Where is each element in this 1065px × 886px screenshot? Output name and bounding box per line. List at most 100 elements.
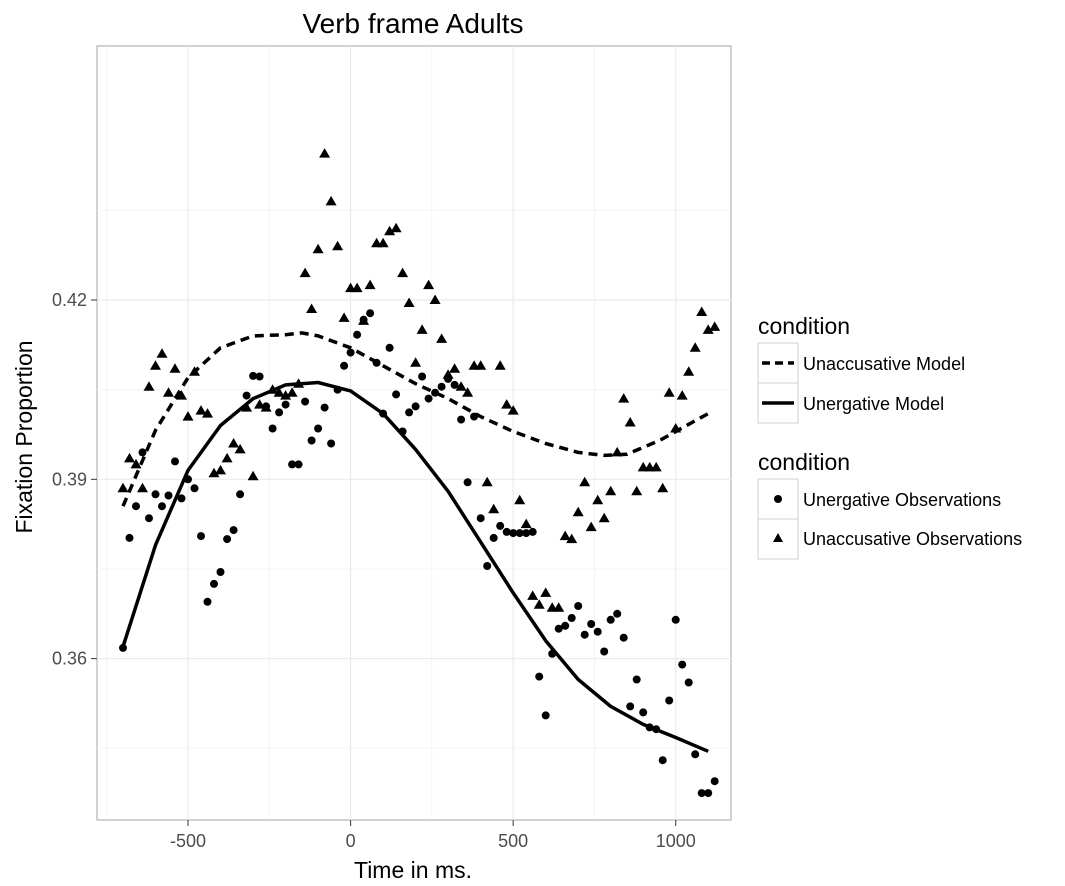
unaccusative-observation-point	[254, 399, 266, 409]
unergative-observation-point	[639, 708, 648, 717]
unergative-observation-point	[236, 490, 245, 499]
unaccusative-observation-point	[631, 485, 643, 496]
legend-title: condition	[758, 313, 850, 339]
unaccusative-observation-point	[234, 443, 246, 454]
legend-observations: condition Unergative Observations Unaccu…	[757, 449, 1022, 560]
unaccusative-observation-point	[514, 494, 526, 505]
unergative-observation-point	[600, 647, 609, 656]
unergative-observation-point	[697, 789, 706, 798]
unergative-observation-point	[476, 514, 485, 523]
unaccusative-observation-point	[455, 381, 467, 391]
unergative-observation-point	[294, 460, 303, 469]
legend-key-circle-icon	[774, 495, 782, 503]
unaccusative-observation-point	[540, 587, 552, 597]
unaccusative-observation-point	[403, 297, 415, 307]
unaccusative-observation-point	[520, 518, 532, 529]
unergative-observation-point	[125, 533, 134, 542]
unaccusative-observation-point	[689, 342, 701, 352]
unaccusative-observation-point	[130, 458, 142, 469]
x-axis-title: Time in ms.	[354, 857, 472, 883]
unaccusative-observation-point	[299, 267, 311, 278]
unaccusative-observation-point	[351, 282, 363, 293]
unergative-observation-point	[216, 568, 225, 576]
unergative-observation-point	[203, 597, 212, 606]
unergative-observation-point	[158, 502, 166, 511]
unaccusative-observation-point	[605, 485, 617, 496]
unaccusative-observation-point	[481, 476, 493, 487]
unergative-observation-point	[613, 609, 622, 618]
unaccusative-observation-point	[247, 470, 259, 481]
unergative-observation-point	[470, 412, 479, 421]
unergative-observation-point	[548, 649, 557, 658]
unaccusative-observation-point	[663, 387, 675, 397]
unergative-observation-point	[151, 490, 160, 499]
unaccusative-observation-point	[650, 461, 662, 472]
unergative-observation-point	[606, 615, 615, 624]
unaccusative-observation-point	[195, 405, 207, 415]
unaccusative-observation-point	[384, 225, 396, 236]
unaccusative-observation-point	[559, 530, 571, 541]
unaccusative-observation-point	[143, 381, 155, 391]
unergative-observation-point	[229, 526, 238, 535]
unergative-observation-point	[587, 620, 596, 628]
unergative-observation-point	[483, 562, 492, 570]
unaccusative-observation-point	[189, 366, 200, 376]
unergative-observation-point	[424, 394, 433, 403]
unergative-model-line	[121, 380, 709, 753]
x-tick-label: 0	[346, 831, 356, 851]
unaccusative-observation-point	[293, 378, 305, 388]
unaccusative-observation-point	[572, 506, 584, 517]
unaccusative-observation-point	[670, 423, 682, 433]
unergative-observation-point	[541, 711, 550, 720]
unaccusative-observation-point	[494, 360, 506, 370]
unergative-observation-point	[164, 491, 173, 500]
unergative-observation-point	[626, 702, 635, 711]
legend-label: Unaccusative Observations	[803, 529, 1022, 549]
y-tick-label: 0.42	[52, 290, 87, 310]
unaccusative-observation-point	[429, 294, 441, 304]
unaccusative-observation-point	[657, 482, 669, 493]
chart-title: Verb frame Adults	[302, 8, 523, 39]
unaccusative-observation-point	[598, 512, 610, 523]
unaccusative-observation-point	[202, 408, 213, 418]
unergative-observation-point	[314, 424, 323, 433]
unergative-observation-point	[119, 643, 127, 652]
plot-panel	[96, 45, 732, 821]
unergative-observation-point	[431, 388, 440, 397]
unergative-observation-point	[554, 624, 563, 633]
unaccusative-observation-point	[325, 195, 337, 206]
legend-key-box	[757, 518, 799, 560]
unaccusative-observation-point	[312, 243, 324, 254]
unaccusative-observation-point	[156, 348, 168, 358]
unaccusative-observation-point	[286, 387, 298, 397]
legend-label: Unergative Observations	[803, 490, 1001, 510]
unaccusative-observation-point	[124, 452, 135, 463]
grid	[97, 46, 731, 820]
unergative-observation-point	[535, 672, 544, 681]
unaccusative-observation-point	[709, 321, 721, 331]
unergative-observation-point	[619, 633, 628, 642]
unergative-observation-point	[171, 457, 179, 466]
unergative-observation-point	[307, 436, 316, 445]
unergative-observation-point	[372, 358, 381, 367]
unergative-observation-point	[327, 439, 336, 448]
unaccusative-observation-point	[241, 402, 253, 412]
unergative-observation-point	[580, 630, 589, 639]
unergative-observation-point	[710, 777, 719, 786]
legend-label: Unergative Model	[803, 394, 944, 414]
y-tick-label: 0.39	[52, 469, 87, 489]
unergative-observation-point	[632, 675, 641, 684]
unaccusative-observation-point	[566, 533, 578, 544]
unaccusative-observation-point	[527, 590, 539, 600]
unergative-observation-point	[392, 390, 401, 399]
unergative-observation-point	[379, 409, 388, 418]
unaccusative-observation-point	[488, 503, 500, 514]
unaccusative-observation-point	[319, 148, 331, 158]
unergative-observation-point	[489, 533, 498, 542]
unergative-observation-point	[385, 343, 394, 352]
unergative-observation-point	[346, 348, 355, 357]
unergative-observation-point	[275, 408, 284, 417]
x-axis: -500 0 500 1000	[170, 820, 696, 851]
unergative-observation-point	[340, 361, 349, 370]
